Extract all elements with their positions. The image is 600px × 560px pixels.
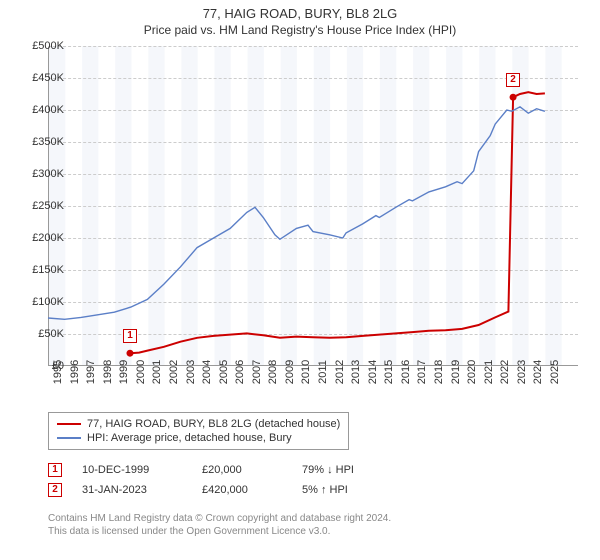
legend-label: HPI: Average price, detached house, Bury <box>87 432 292 444</box>
data-point-date: 31-JAN-2023 <box>82 484 182 496</box>
x-tick-label: 2019 <box>450 360 462 384</box>
chart-container: 77, HAIG ROAD, BURY, BL8 2LG Price paid … <box>0 0 600 560</box>
y-tick-label: £350K <box>20 136 64 148</box>
x-tick-label: 1999 <box>118 360 130 384</box>
data-point-dot <box>510 94 517 101</box>
legend-item: 77, HAIG ROAD, BURY, BL8 2LG (detached h… <box>57 417 340 431</box>
x-tick-label: 2014 <box>367 360 379 384</box>
data-point-marker: 2 <box>506 73 520 87</box>
x-tick-label: 1998 <box>102 360 114 384</box>
x-tick-label: 2006 <box>234 360 246 384</box>
chart-lines-svg <box>48 46 578 366</box>
x-tick-label: 2011 <box>317 360 329 384</box>
x-tick-label: 2022 <box>499 360 511 384</box>
y-tick-label: £150K <box>20 264 64 276</box>
chart-subtitle: Price paid vs. HM Land Registry's House … <box>0 21 600 41</box>
x-tick-label: 2024 <box>532 360 544 384</box>
x-tick-label: 2013 <box>350 360 362 384</box>
x-tick-label: 2010 <box>300 360 312 384</box>
data-point-dot <box>126 350 133 357</box>
x-tick-label: 2003 <box>185 360 197 384</box>
legend-box: 77, HAIG ROAD, BURY, BL8 2LG (detached h… <box>48 412 349 450</box>
y-tick-label: £500K <box>20 40 64 52</box>
data-point-pct: 5% ↑ HPI <box>302 484 422 496</box>
y-tick-label: £450K <box>20 72 64 84</box>
x-tick-label: 2017 <box>416 360 428 384</box>
x-tick-label: 2002 <box>168 360 180 384</box>
data-point-price: £420,000 <box>202 484 282 496</box>
legend-label: 77, HAIG ROAD, BURY, BL8 2LG (detached h… <box>87 418 340 430</box>
x-tick-label: 2023 <box>516 360 528 384</box>
x-tick-label: 2020 <box>466 360 478 384</box>
x-tick-label: 2025 <box>549 360 561 384</box>
x-tick-label: 1996 <box>69 360 81 384</box>
x-tick-label: 2005 <box>218 360 230 384</box>
legend-swatch <box>57 437 81 439</box>
series-line <box>130 92 545 353</box>
x-tick-label: 2016 <box>400 360 412 384</box>
data-point-table: 1 10-DEC-1999 £20,000 79% ↓ HPI 2 31-JAN-2023… <box>48 460 422 500</box>
x-tick-label: 2012 <box>334 360 346 384</box>
data-point-marker: 1 <box>123 329 137 343</box>
data-point-date: 10-DEC-1999 <box>82 464 182 476</box>
y-tick-label: £50K <box>20 328 64 340</box>
chart-title: 77, HAIG ROAD, BURY, BL8 2LG <box>0 0 600 21</box>
chart-area: 12 <box>48 46 578 366</box>
data-point-marker: 2 <box>48 483 62 497</box>
x-tick-label: 2009 <box>284 360 296 384</box>
footer-line-2: This data is licensed under the Open Gov… <box>48 525 391 538</box>
footer-line-1: Contains HM Land Registry data © Crown c… <box>48 512 391 525</box>
x-tick-label: 2008 <box>267 360 279 384</box>
x-tick-label: 2000 <box>135 360 147 384</box>
legend-swatch <box>57 423 81 425</box>
y-tick-label: £400K <box>20 104 64 116</box>
footer-text: Contains HM Land Registry data © Crown c… <box>48 512 391 538</box>
x-tick-label: 2001 <box>151 360 163 384</box>
y-tick-label: £250K <box>20 200 64 212</box>
x-tick-label: 2018 <box>433 360 445 384</box>
x-tick-label: 1995 <box>52 360 64 384</box>
y-tick-label: £300K <box>20 168 64 180</box>
x-tick-label: 2015 <box>383 360 395 384</box>
data-point-price: £20,000 <box>202 464 282 476</box>
legend-item: HPI: Average price, detached house, Bury <box>57 431 340 445</box>
y-tick-label: £200K <box>20 232 64 244</box>
x-tick-label: 2021 <box>483 360 495 384</box>
x-tick-label: 2004 <box>201 360 213 384</box>
x-tick-label: 2007 <box>251 360 263 384</box>
series-line <box>48 107 545 319</box>
x-tick-label: 1997 <box>85 360 97 384</box>
data-point-pct: 79% ↓ HPI <box>302 464 422 476</box>
data-point-row: 1 10-DEC-1999 £20,000 79% ↓ HPI <box>48 460 422 480</box>
y-tick-label: £100K <box>20 296 64 308</box>
data-point-row: 2 31-JAN-2023 £420,000 5% ↑ HPI <box>48 480 422 500</box>
data-point-marker: 1 <box>48 463 62 477</box>
